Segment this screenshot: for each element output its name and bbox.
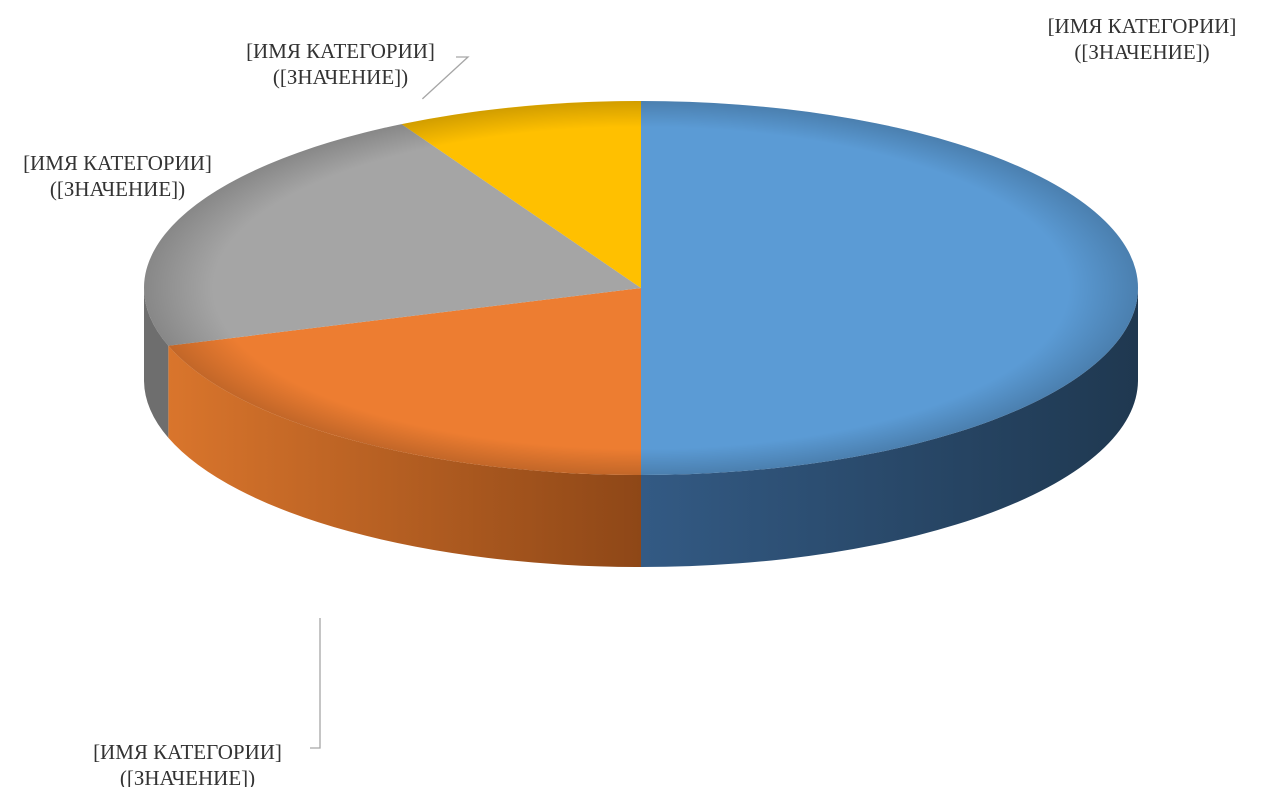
- data-label-value: ([ЗНАЧЕНИЕ]): [49, 177, 186, 201]
- data-label-category: [ИМЯ КАТЕГОРИИ]: [246, 39, 435, 63]
- pie-slice-side-1: [641, 288, 1138, 567]
- data-label-category: [ИМЯ КАТЕГОРИИ]: [1047, 14, 1237, 38]
- data-label-value: ([ЗНАЧЕНИЕ]): [119, 766, 256, 787]
- data-label-value: ([ЗНАЧЕНИЕ]): [1074, 40, 1210, 64]
- data-label-category: [ИМЯ КАТЕГОРИИ]: [93, 740, 282, 764]
- data-label-slice-4: [ИМЯ КАТЕГОРИИ] ([ЗНАЧЕНИЕ]): [228, 38, 453, 90]
- data-label-slice-1: [ИМЯ КАТЕГОРИИ] ([ЗНАЧЕНИЕ]): [1037, 13, 1247, 65]
- data-label-slice-2: [ИМЯ КАТЕГОРИИ] ([ЗНАЧЕНИЕ]): [75, 739, 300, 787]
- data-label-value: ([ЗНАЧЕНИЕ]): [272, 65, 409, 89]
- leader-line-slice-2: [310, 618, 321, 749]
- data-label-category: [ИМЯ КАТЕГОРИИ]: [23, 151, 212, 175]
- leader-line-slice-4: [421, 56, 470, 100]
- data-label-slice-3: [ИМЯ КАТЕГОРИИ] ([ЗНАЧЕНИЕ]): [5, 150, 230, 202]
